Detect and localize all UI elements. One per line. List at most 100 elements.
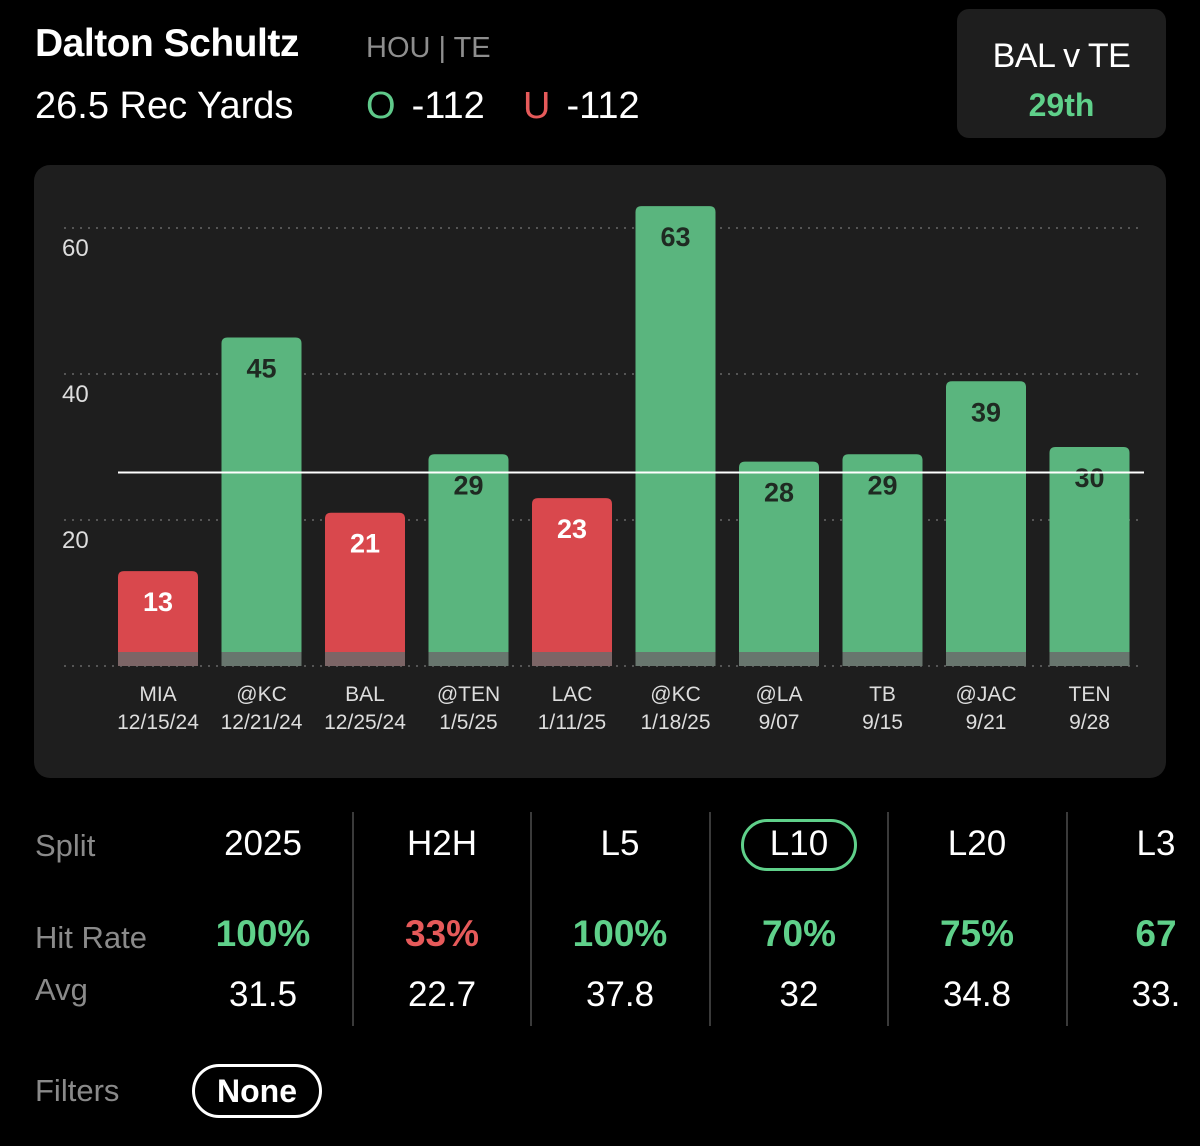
split-column-2025[interactable]: 2025 100% 31.5 — [174, 810, 352, 1026]
y-tick-label: 40 — [62, 381, 89, 408]
x-tick-date: 1/11/25 — [538, 711, 607, 734]
bar-value-label: 29 — [453, 470, 483, 500]
over-label: O — [366, 85, 396, 127]
bar-value-label: 30 — [1074, 463, 1104, 493]
bar-value-label: 23 — [557, 514, 587, 544]
bar-base-7 — [842, 652, 923, 666]
hit-rate-value: 33% — [404, 913, 480, 954]
x-tick-date: 12/15/24 — [117, 711, 199, 734]
x-tick-date: 1/18/25 — [640, 711, 710, 734]
split-column-h2h[interactable]: H2H 33% 22.7 — [352, 810, 531, 1026]
split-tab-l10[interactable]: L10 — [710, 819, 888, 871]
column-divider — [1066, 812, 1068, 1026]
bar-value-label: 39 — [971, 397, 1001, 427]
split-tab-2025[interactable]: 2025 — [174, 824, 352, 864]
x-tick-opponent: MIA — [139, 683, 176, 706]
splits-table: Split Hit Rate Avg 2025 100% 31.5 H2H 33% 22.… — [0, 810, 1200, 1030]
x-tick-date: 9/21 — [966, 711, 1007, 734]
split-column-l20[interactable]: L20 75% 34.8 — [887, 810, 1066, 1026]
split-row-label: Split — [35, 828, 96, 863]
hit-rate-value: 70% — [761, 913, 837, 954]
over-odds-button[interactable]: O -112 — [366, 85, 485, 128]
bar-base-3 — [428, 652, 509, 666]
hit-rate-value: 100% — [215, 913, 311, 954]
bar-value-label: 63 — [660, 222, 690, 252]
bar-value-label: 21 — [350, 529, 380, 559]
bar-base-0 — [118, 652, 198, 666]
avg-row-label: Avg — [35, 972, 88, 1007]
matchup-title: BAL v TE — [992, 37, 1131, 75]
avg-value: 34.8 — [942, 975, 1012, 1014]
split-tab-label: L5 — [600, 824, 640, 863]
hit-rate-value: 67 — [1135, 913, 1177, 954]
prop-line: 26.5 Rec Yards — [35, 85, 294, 127]
y-tick-label: 60 — [62, 235, 89, 262]
split-tab-label: L20 — [947, 824, 1007, 863]
under-label: U — [523, 85, 551, 127]
split-tab-label: L3 — [1136, 824, 1176, 863]
bar-base-8 — [946, 652, 1026, 666]
hit-rate-row-label: Hit Rate — [35, 920, 147, 955]
bar-base-5 — [635, 652, 716, 666]
bar-value-label: 45 — [246, 354, 276, 384]
matchup-rank: 29th — [1028, 87, 1095, 123]
x-tick-opponent: LAC — [552, 683, 593, 706]
matchup-card[interactable]: BAL v TE 29th — [957, 9, 1166, 138]
split-tab-label: 2025 — [224, 824, 302, 863]
split-tab-l5[interactable]: L5 — [531, 824, 709, 864]
bar-3 — [428, 454, 509, 666]
bar-6 — [739, 461, 819, 666]
bar-2 — [325, 512, 405, 666]
column-divider — [887, 812, 889, 1026]
bar-base-4 — [532, 652, 612, 666]
split-column-l10[interactable]: L10 70% 32 — [709, 810, 888, 1026]
avg-value: 32 — [779, 975, 819, 1014]
x-tick-opponent: @LA — [755, 683, 802, 706]
bar-9 — [1049, 447, 1130, 666]
bar-4 — [532, 498, 612, 666]
player-name: Dalton Schultz — [35, 22, 299, 65]
bar-1 — [221, 337, 302, 666]
avg-value: 33. — [1131, 975, 1181, 1014]
column-divider — [709, 812, 711, 1026]
bar-8 — [946, 381, 1026, 666]
x-tick-opponent: @KC — [236, 683, 287, 706]
bar-value-label: 13 — [143, 587, 173, 617]
split-tab-label: H2H — [406, 824, 478, 863]
split-column-l3[interactable]: L3 67 33. — [1066, 810, 1200, 1026]
hit-rate-value: 75% — [939, 913, 1015, 954]
x-tick-date: 12/21/24 — [221, 711, 303, 734]
x-tick-opponent: TB — [869, 683, 896, 706]
bar-base-1 — [221, 652, 302, 666]
avg-value: 22.7 — [407, 975, 477, 1014]
x-tick-date: 9/15 — [862, 711, 903, 734]
under-odds: -112 — [566, 85, 640, 127]
bar-value-label: 29 — [867, 470, 897, 500]
team-position: HOU | TE — [366, 32, 491, 64]
filter-none-button[interactable]: None — [192, 1064, 322, 1118]
x-tick-opponent: TEN — [1069, 683, 1111, 706]
bar-base-6 — [739, 652, 819, 666]
bar-chart: 20 40 60 13 MIA 12/15/24 45 @KC 12/21/24 21 BAL 12/… — [62, 206, 1144, 734]
x-tick-opponent: @TEN — [437, 683, 500, 706]
game-log-chart: 20 40 60 13 MIA 12/15/24 45 @KC 12/21/24 21 BAL 12/… — [34, 165, 1166, 778]
x-tick-date: 9/28 — [1069, 711, 1110, 734]
x-tick-date: 9/07 — [759, 711, 800, 734]
split-column-l5[interactable]: L5 100% 37.8 — [530, 810, 709, 1026]
split-tab-h2h[interactable]: H2H — [353, 824, 531, 864]
y-tick-label: 20 — [62, 527, 89, 554]
split-tab-l20[interactable]: L20 — [888, 824, 1066, 864]
avg-value: 31.5 — [228, 975, 298, 1014]
avg-value: 37.8 — [585, 975, 655, 1014]
filters-label: Filters — [35, 1073, 120, 1108]
under-odds-button[interactable]: U -112 — [523, 85, 640, 128]
x-tick-opponent: @JAC — [956, 683, 1017, 706]
over-odds: -112 — [411, 85, 485, 127]
x-tick-opponent: @KC — [650, 683, 701, 706]
split-tab-label: L10 — [740, 819, 858, 871]
split-tab-l3[interactable]: L3 — [1067, 824, 1200, 864]
x-tick-opponent: BAL — [345, 683, 385, 706]
x-tick-date: 1/5/25 — [439, 711, 497, 734]
bar-value-label: 28 — [764, 478, 794, 508]
column-divider — [352, 812, 354, 1026]
